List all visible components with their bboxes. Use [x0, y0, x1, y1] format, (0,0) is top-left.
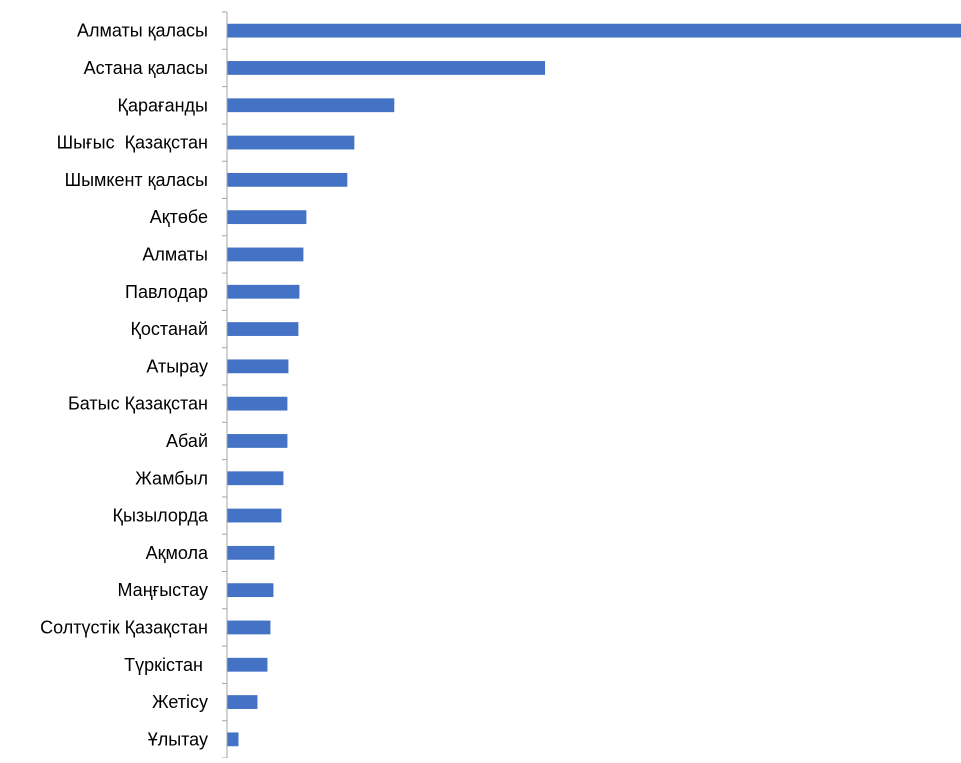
bar: [228, 322, 299, 336]
bar: [228, 583, 274, 597]
bar: [228, 24, 961, 38]
bar: [228, 285, 300, 299]
category-tick-label: Қарағанды: [118, 95, 208, 115]
bar: [228, 732, 239, 746]
bar: [228, 359, 289, 373]
category-tick-label: Маңғыстау: [117, 580, 208, 600]
bar: [228, 173, 348, 187]
bar: [228, 509, 282, 523]
category-tick-label: Ақтөбе: [150, 207, 208, 227]
category-axis: [222, 12, 227, 758]
category-tick-label: Ақмола: [146, 543, 209, 563]
category-tick-label: Жамбыл: [135, 468, 208, 488]
category-tick-label: Алматы: [142, 244, 208, 264]
category-tick-label: Павлодар: [125, 282, 208, 302]
category-tick-label: Солтүстік Қазақстан: [40, 617, 208, 637]
category-tick-label: Ұлытау: [148, 729, 208, 749]
bar: [228, 471, 284, 485]
bar: [228, 210, 307, 224]
bar: [228, 98, 395, 112]
bar: [228, 248, 304, 262]
category-tick-label: Астана қаласы: [84, 58, 208, 78]
category-tick-label: Батыс Қазақстан: [68, 394, 208, 414]
category-tick-label: Шығыс Қазақстан: [57, 133, 208, 153]
category-tick-label: Түркістан: [124, 655, 208, 675]
category-tick-label: Атырау: [146, 356, 208, 376]
category-tick-label: Алматы қаласы: [77, 21, 208, 41]
category-tick-label: Шымкент қаласы: [65, 170, 208, 190]
bar: [228, 658, 268, 672]
bar: [228, 136, 355, 150]
category-labels-layer: Алматы қаласы Астана қаласы Қарағанды Шығыс…: [40, 21, 209, 750]
bar: [228, 546, 275, 560]
bar: [228, 434, 288, 448]
bar: [228, 397, 288, 411]
bar: [228, 695, 258, 709]
bar: [228, 61, 546, 75]
category-tick-label: Абай: [166, 431, 208, 451]
bar: [228, 621, 271, 635]
category-tick-label: Қостанай: [130, 319, 208, 339]
bars-layer: [228, 24, 961, 747]
category-tick-label: Қызылорда: [113, 506, 209, 526]
category-tick-label: Жетісу: [152, 692, 208, 712]
